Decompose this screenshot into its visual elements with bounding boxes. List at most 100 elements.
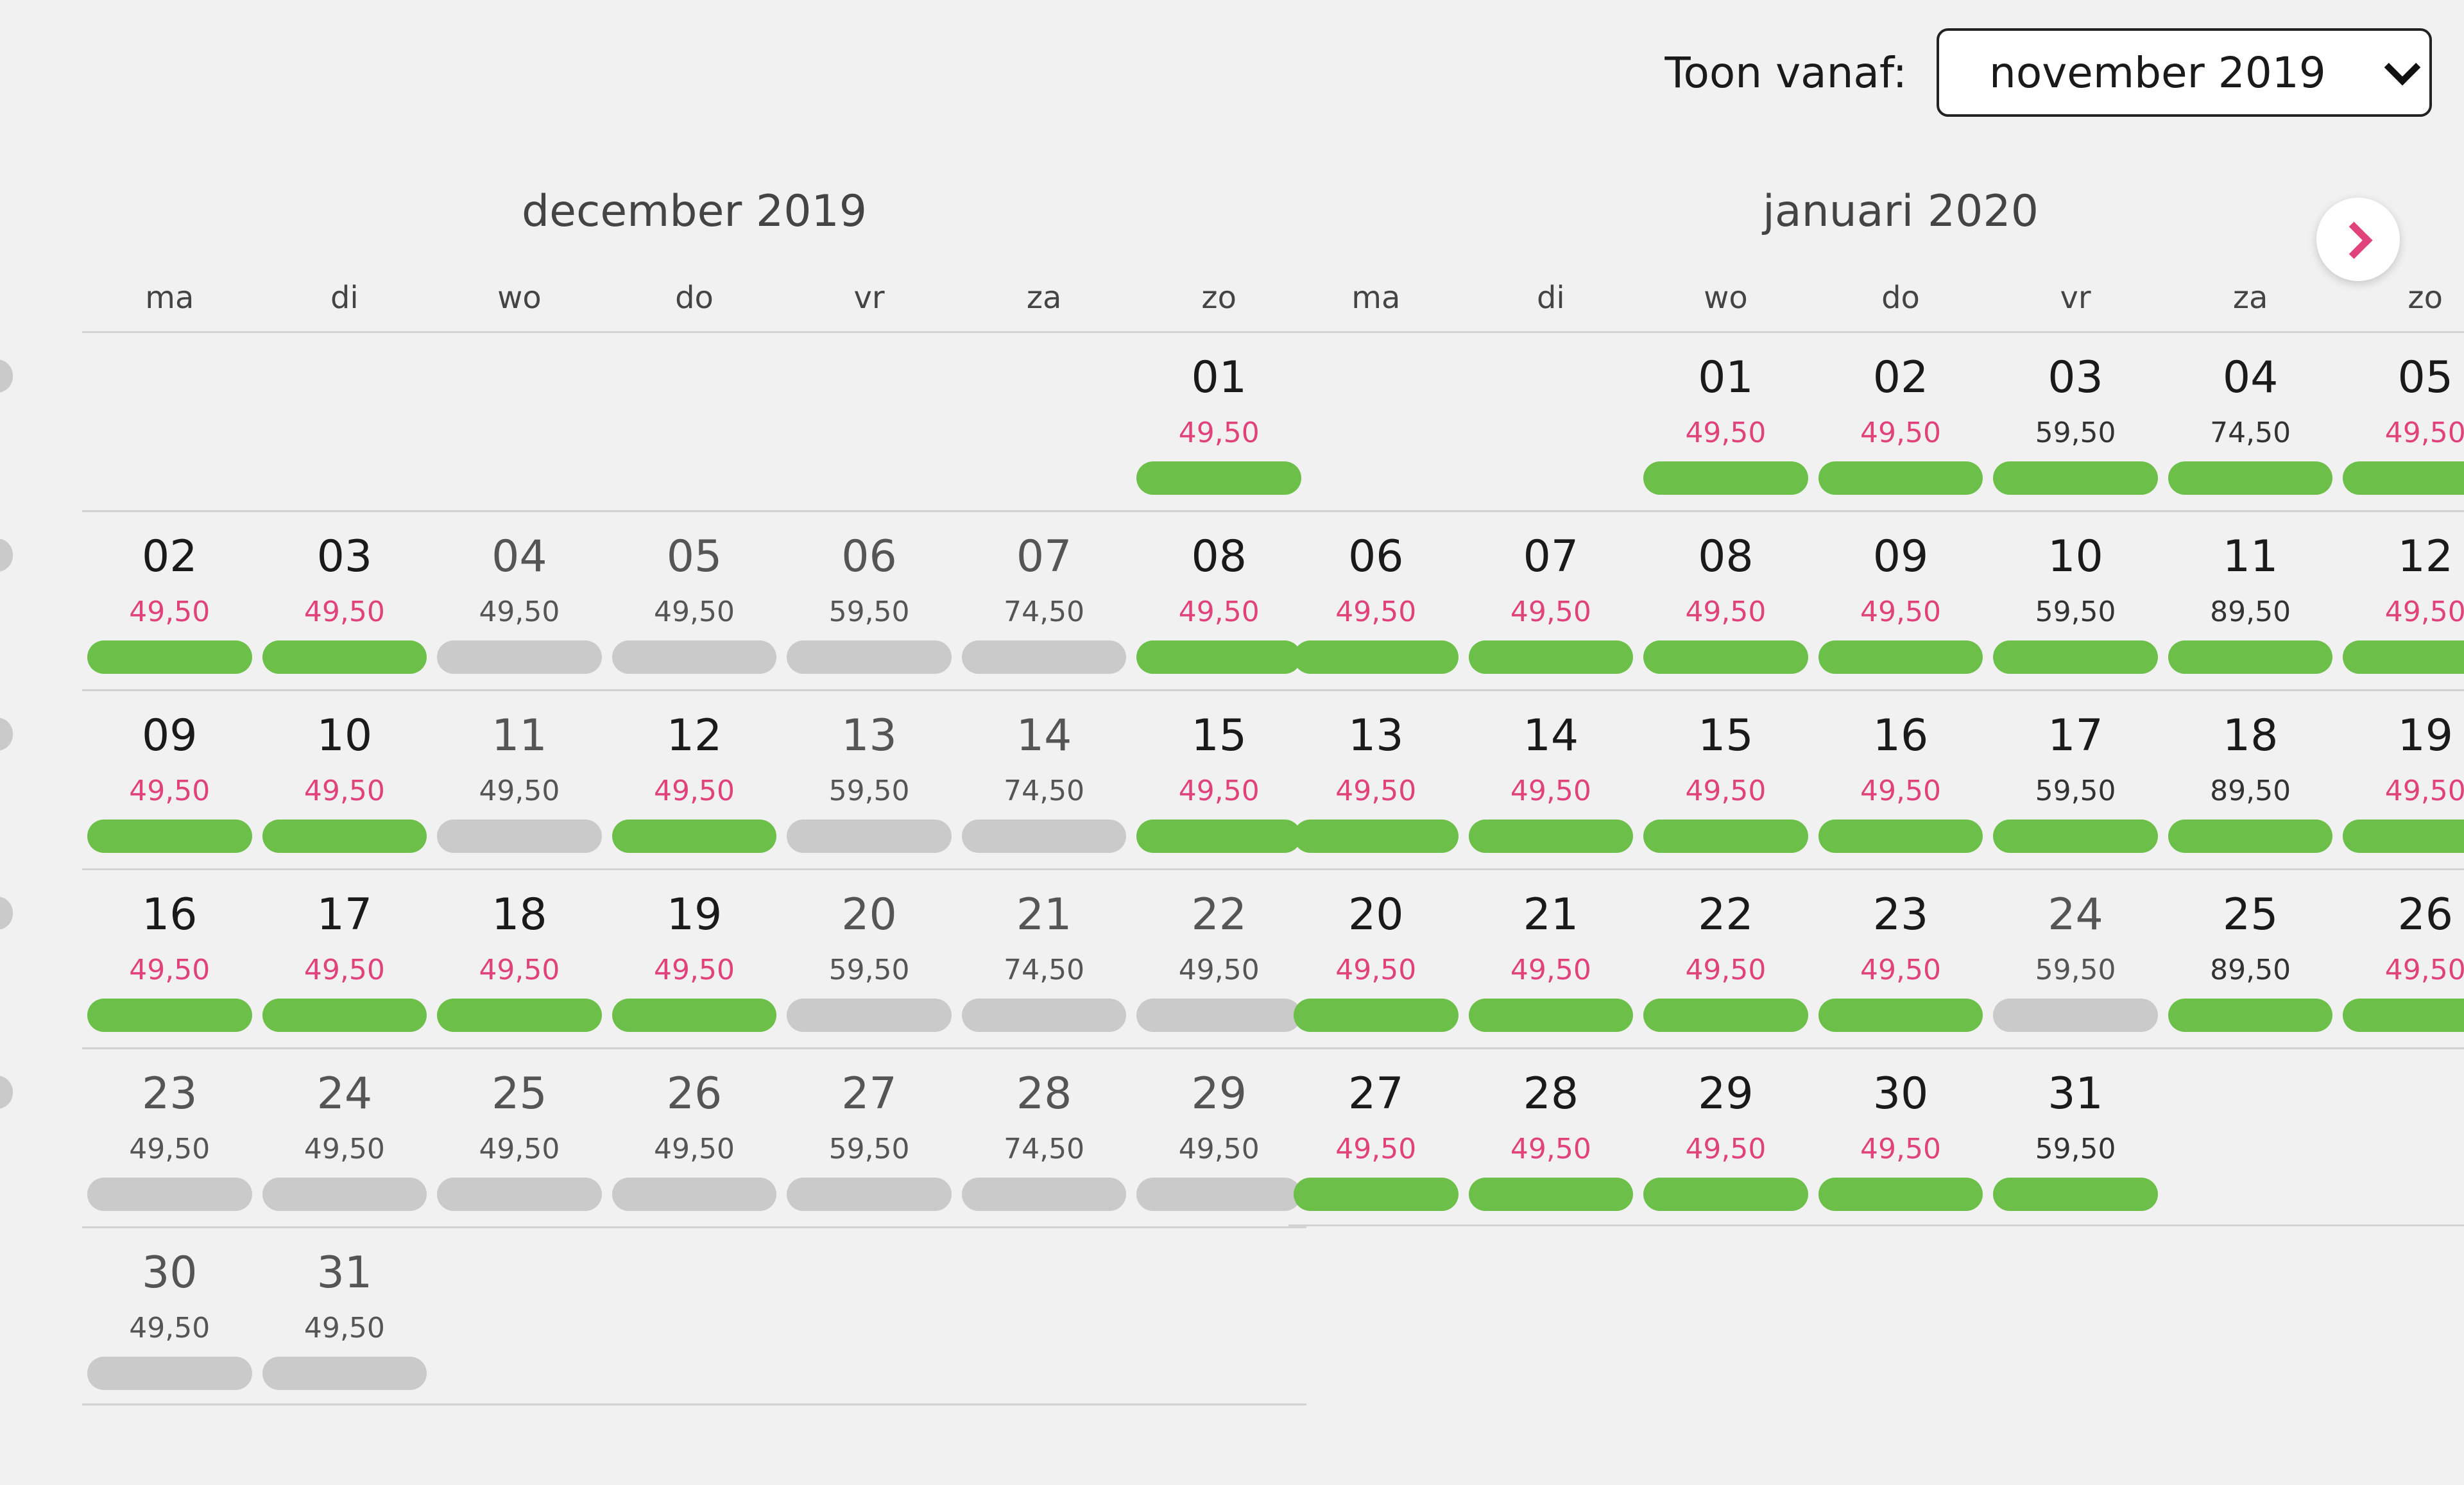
day-number: 19	[2397, 710, 2453, 761]
day-cell: 20 59,50	[782, 870, 957, 1047]
day-number: 07	[1016, 531, 1072, 582]
chevron-down-icon	[2387, 55, 2413, 80]
day-cell[interactable]: 16 49,50	[1813, 691, 1989, 868]
next-month-button[interactable]	[2316, 198, 2400, 281]
day-price: 59,50	[828, 596, 910, 628]
availability-bar-available	[2343, 820, 2464, 853]
day-price: 74,50	[1004, 596, 1085, 628]
day-cell[interactable]: 02 49,50	[1813, 333, 1989, 510]
month-select-value: november 2019	[1989, 47, 2326, 98]
availability-bar-available	[1643, 461, 1808, 495]
day-number: 16	[142, 889, 198, 940]
day-price: 49,50	[1685, 596, 1767, 628]
day-price: 59,50	[828, 1133, 910, 1165]
day-cell[interactable]: 22 49,50	[1638, 870, 1813, 1047]
day-cell[interactable]: 13 49,50	[1288, 691, 1464, 868]
day-cell[interactable]: 09 49,50	[82, 691, 257, 868]
week-row: 27 49,50 28 49,50 29 49,50 30 49,50 31 59,50	[1288, 1047, 2464, 1226]
day-cell[interactable]: 30 49,50	[1813, 1049, 1989, 1224]
day-price: 49,50	[654, 1133, 735, 1165]
day-cell: 06 59,50	[782, 512, 957, 689]
day-cell: 11 49,50	[432, 691, 607, 868]
day-cell[interactable]: 27 49,50	[1288, 1049, 1464, 1224]
empty-day-cell	[782, 333, 957, 510]
day-cell[interactable]: 19 49,50	[2338, 691, 2464, 868]
day-number: 17	[2048, 710, 2103, 761]
day-cell[interactable]: 26 49,50	[2338, 870, 2464, 1047]
day-cell[interactable]: 15 49,50	[1638, 691, 1813, 868]
day-cell[interactable]: 31 59,50	[1988, 1049, 2163, 1224]
availability-bar-unavailable	[0, 538, 13, 572]
day-number: 21	[1523, 889, 1579, 940]
day-price: 49,50	[129, 1312, 210, 1344]
day-cell[interactable]: 19 49,50	[607, 870, 782, 1047]
day-cell[interactable]: 16 49,50	[82, 870, 257, 1047]
availability-bar-unavailable	[0, 717, 13, 751]
weekday-label: wo	[1704, 280, 1748, 316]
day-number: 09	[142, 710, 198, 761]
day-price: 74,50	[1004, 1133, 1085, 1165]
day-cell[interactable]: 18 89,50	[2163, 691, 2338, 868]
day-number: 25	[492, 1069, 547, 1119]
day-price: 59,50	[2035, 775, 2116, 807]
day-cell[interactable]: 09 49,50	[1813, 512, 1989, 689]
month-select[interactable]: november 2019	[1937, 28, 2432, 117]
availability-bar-available	[1818, 820, 1983, 853]
day-cell[interactable]: 17 49,50	[257, 870, 432, 1047]
day-cell[interactable]: 12 49,50	[607, 691, 782, 868]
day-cell[interactable]: 28 49,50	[1464, 1049, 1639, 1224]
day-cell[interactable]: 04 74,50	[2163, 333, 2338, 510]
day-price: 49,50	[1335, 1133, 1417, 1165]
day-price: 49,50	[304, 1133, 385, 1165]
day-number: 01	[1698, 352, 1754, 403]
weekday-header: ma di wo do vr za zo	[1288, 264, 2464, 331]
day-cell[interactable]: 18 49,50	[432, 870, 607, 1047]
day-price: 49,50	[129, 775, 210, 807]
day-number: 16	[1872, 710, 1929, 761]
week-row: 01 49,50 02 49,50 03 59,50 04 74,50 05 49,50	[1288, 331, 2464, 510]
day-cell[interactable]: 01 49,50	[1638, 333, 1813, 510]
day-price: 49,50	[1685, 416, 1767, 449]
day-cell[interactable]: 20 49,50	[1288, 870, 1464, 1047]
day-cell[interactable]: 21 49,50	[1464, 870, 1639, 1047]
weekday-label: zo	[1201, 280, 1236, 316]
availability-bar-unavailable	[612, 640, 777, 674]
day-cell[interactable]: 06 49,50	[1288, 512, 1464, 689]
availability-bar-available	[262, 999, 427, 1032]
day-cell[interactable]: 10 59,50	[1988, 512, 2163, 689]
day-cell: 14 74,50	[957, 691, 1132, 868]
day-cell[interactable]: 23 49,50	[1813, 870, 1989, 1047]
availability-bar-available	[1294, 820, 1459, 853]
day-cell[interactable]: 17 59,50	[1988, 691, 2163, 868]
day-cell[interactable]: 29 49,50	[1638, 1049, 1813, 1224]
availability-bar-unavailable	[612, 1178, 777, 1211]
day-cell[interactable]: 11 89,50	[2163, 512, 2338, 689]
day-cell[interactable]: 08 49,50	[1131, 512, 1306, 689]
day-cell[interactable]: 07 49,50	[1464, 512, 1639, 689]
day-cell: 22 49,50	[1131, 870, 1306, 1047]
day-price: 59,50	[828, 954, 910, 986]
day-cell[interactable]: 10 49,50	[257, 691, 432, 868]
day-cell[interactable]: 12 49,50	[2338, 512, 2464, 689]
month-grid: 01 49,50 02 49,50 03 49,50 04 49,50 05 49,50 06 59,…	[82, 331, 1306, 1405]
day-number: 05	[666, 531, 723, 582]
availability-bar-available	[1468, 640, 1634, 674]
day-cell: 24 49,50	[257, 1049, 432, 1226]
day-cell[interactable]: 15 49,50	[1131, 691, 1306, 868]
availability-bar-unavailable	[437, 640, 602, 674]
day-cell[interactable]: 02 49,50	[82, 512, 257, 689]
day-price: 49,50	[654, 596, 735, 628]
day-cell[interactable]: 03 49,50	[257, 512, 432, 689]
availability-bar-available	[87, 820, 252, 853]
day-cell[interactable]: 03 59,50	[1988, 333, 2163, 510]
day-price: 49,50	[1860, 775, 1941, 807]
availability-bar-unavailable	[87, 1178, 252, 1211]
availability-bar-unavailable	[0, 897, 13, 930]
day-cell[interactable]: 01 49,50	[1131, 333, 1306, 510]
day-cell[interactable]: 14 49,50	[1464, 691, 1639, 868]
day-number: 12	[666, 710, 723, 761]
day-cell[interactable]: 08 49,50	[1638, 512, 1813, 689]
day-cell[interactable]: 05 49,50	[2338, 333, 2464, 510]
month-filter: Toon vanaf: november 2019	[1664, 28, 2432, 117]
day-cell[interactable]: 25 89,50	[2163, 870, 2338, 1047]
